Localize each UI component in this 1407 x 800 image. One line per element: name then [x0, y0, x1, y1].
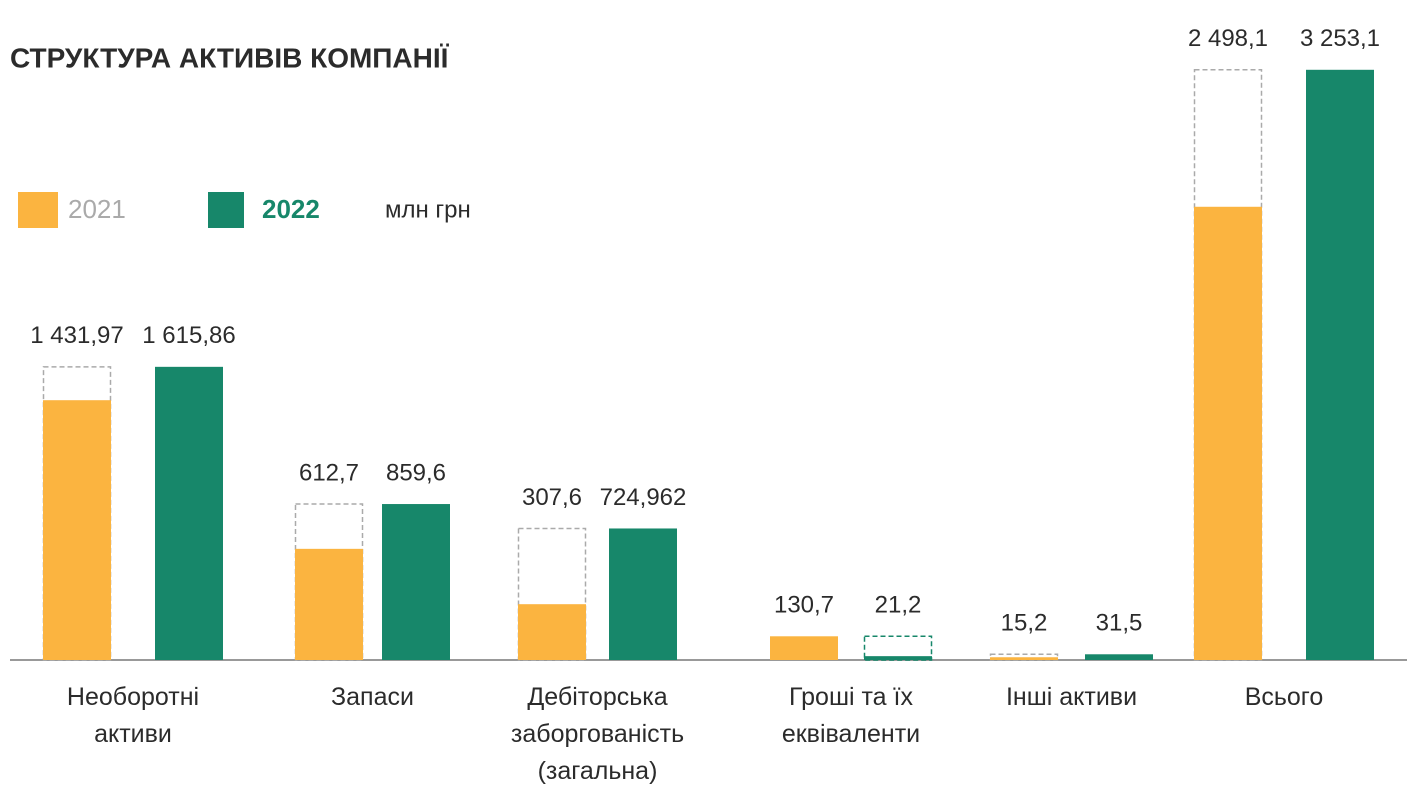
legend-swatch	[18, 192, 58, 228]
data-label: 2 498,1	[1188, 25, 1268, 52]
data-label: 612,7	[299, 459, 359, 486]
bar	[609, 528, 677, 660]
unit-label: млн грн	[385, 196, 471, 223]
legend-label: 2021	[68, 194, 126, 224]
x-tick-label: Всього	[1245, 683, 1324, 711]
x-tick-label-line: Запаси	[331, 683, 414, 711]
x-tick-label-line: (загальна)	[538, 757, 658, 785]
bar	[1194, 206, 1262, 660]
data-label: 1 615,86	[142, 322, 235, 349]
bar	[1085, 654, 1153, 660]
data-label: 1 431,97	[30, 322, 123, 349]
data-label: 31,5	[1096, 610, 1143, 637]
x-tick-label-line: активи	[94, 720, 172, 748]
x-tick-label-line: Інші активи	[1006, 683, 1137, 711]
legend-swatch	[208, 192, 244, 228]
x-tick-label-line: Дебіторська	[527, 683, 667, 711]
bar	[518, 604, 586, 660]
x-tick-label-line: заборгованість	[511, 720, 684, 748]
x-tick-label-line: Необоротні	[67, 683, 199, 711]
bar	[155, 366, 223, 660]
data-label: 21,2	[875, 592, 922, 619]
bar	[770, 636, 838, 660]
data-label: 859,6	[386, 459, 446, 486]
bar	[990, 657, 1058, 660]
data-label: 307,6	[522, 484, 582, 511]
legend-label: 2022	[262, 194, 320, 224]
x-tick-label-line: Гроші та їх	[789, 683, 913, 711]
data-label: 130,7	[774, 592, 834, 619]
x-tick-label-line: Всього	[1245, 683, 1324, 711]
bar	[864, 656, 932, 660]
x-tick-label: Запаси	[331, 683, 414, 711]
x-tick-label: Необоротні активи	[67, 683, 199, 748]
bar	[382, 504, 450, 660]
x-tick-label: Інші активи	[1006, 683, 1137, 711]
chart-title: СТРУКТУРА АКТИВІВ КОМПАНІЇ	[10, 42, 450, 73]
bar	[295, 548, 363, 660]
data-label: 3 253,1	[1300, 25, 1380, 52]
x-tick-label-line: еквіваленти	[782, 720, 920, 748]
bar	[43, 400, 111, 660]
data-label: 15,2	[1001, 610, 1048, 637]
x-tick-label: Гроші та їх еквіваленти	[782, 683, 920, 748]
data-label: 724,962	[600, 484, 687, 511]
x-tick-label: Дебіторська заборгованість (загальна)	[511, 683, 684, 785]
bar	[1306, 69, 1374, 660]
